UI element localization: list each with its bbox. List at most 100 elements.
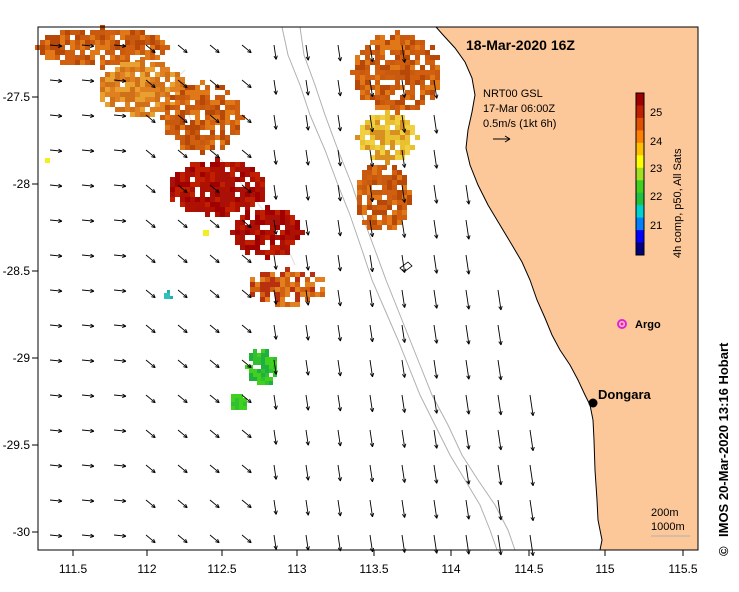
sst-pixel xyxy=(195,182,200,187)
sst-pixel xyxy=(410,35,415,40)
current-arrowhead xyxy=(337,302,343,307)
current-arrow xyxy=(177,324,188,334)
sst-pixel xyxy=(225,100,230,105)
sst-pixel xyxy=(80,50,85,55)
sst-pixel xyxy=(155,92,160,97)
sst-pixel xyxy=(387,220,392,225)
sst-pixel xyxy=(225,187,230,192)
current-arrow xyxy=(337,359,341,377)
current-arrowhead xyxy=(273,160,278,165)
sst-pixel xyxy=(275,282,280,287)
current-arrow xyxy=(49,44,62,47)
sst-pixel xyxy=(235,220,240,225)
colorbar-segment xyxy=(636,242,644,256)
sst-pixel xyxy=(400,75,405,80)
sst-pixel xyxy=(205,172,210,177)
sst-pixel xyxy=(269,365,273,369)
current-arrowhead xyxy=(247,363,252,369)
sst-pixel xyxy=(372,180,377,185)
current-arrow xyxy=(401,254,406,273)
sst-pixel xyxy=(230,197,235,202)
sst-pixel xyxy=(140,57,145,62)
sst-pixel xyxy=(205,197,210,202)
sst-pixel xyxy=(210,162,215,167)
sst-pixel xyxy=(380,150,385,155)
sst-pixel xyxy=(230,162,235,167)
sst-pixel xyxy=(120,30,125,35)
sst-pixel xyxy=(395,30,400,35)
sst-pixel xyxy=(220,100,225,105)
sst-pixel xyxy=(400,100,405,105)
current-arrowhead xyxy=(369,127,375,133)
sst-pixel xyxy=(410,130,415,135)
current-arrowhead xyxy=(215,118,220,124)
sst-pixel xyxy=(372,190,377,195)
current-arrowhead xyxy=(247,153,252,159)
sst-pixel xyxy=(400,105,405,110)
sst-pixel xyxy=(205,182,210,187)
sst-pixel xyxy=(370,85,375,90)
current-arrow xyxy=(209,219,220,229)
sst-pixel xyxy=(320,287,325,292)
sst-pixel xyxy=(185,90,190,95)
sst-pixel xyxy=(375,125,380,130)
sst-pixel xyxy=(235,162,240,167)
sst-pixel xyxy=(150,55,155,60)
sst-pixel xyxy=(240,202,245,207)
sst-pixel xyxy=(130,67,135,72)
sst-pixel xyxy=(140,92,145,97)
current-arrowhead xyxy=(498,446,503,451)
sst-pixel xyxy=(205,135,210,140)
sst-pixel xyxy=(395,130,400,135)
current-arrowhead xyxy=(369,162,375,168)
current-arrow xyxy=(529,394,534,416)
current-arrow xyxy=(241,534,252,544)
sst-pixel xyxy=(395,150,400,155)
sst-pixel xyxy=(205,167,210,172)
sst-pixel xyxy=(250,245,255,250)
current-arrowhead xyxy=(122,358,127,363)
current-arrowhead xyxy=(434,479,439,484)
current-arrow xyxy=(177,219,188,229)
sst-pixel xyxy=(140,82,145,87)
sst-pixel xyxy=(375,65,380,70)
sst-pixel xyxy=(375,135,380,140)
sst-pixel xyxy=(395,110,400,115)
sst-pixel xyxy=(185,100,190,105)
sst-pixel xyxy=(185,192,190,197)
sst-pixel xyxy=(130,62,135,67)
sst-pixel xyxy=(130,45,135,50)
sst-pixel xyxy=(270,250,275,255)
sst-pixel xyxy=(235,402,239,406)
current-arrow xyxy=(81,359,94,362)
sst-pixel xyxy=(402,180,407,185)
sst-pixel xyxy=(355,80,360,85)
sst-pixel xyxy=(190,202,195,207)
sst-pixel xyxy=(180,140,185,145)
sst-pixel xyxy=(40,50,45,55)
sst-pixel xyxy=(290,282,295,287)
current-arrow xyxy=(81,219,94,222)
sst-pixel xyxy=(243,406,247,410)
sst-pixel xyxy=(400,145,405,150)
current-arrowhead xyxy=(122,533,127,538)
current-arrowhead xyxy=(122,428,127,433)
sst-pixel xyxy=(390,100,395,105)
current-arrow xyxy=(305,44,309,61)
current-arrow xyxy=(465,534,470,555)
sst-pixel xyxy=(155,72,160,77)
current-arrowhead xyxy=(183,223,188,229)
sst-pixel xyxy=(235,240,240,245)
current-arrow xyxy=(305,184,309,201)
sst-pixel xyxy=(195,115,200,120)
sst-pixel xyxy=(175,100,180,105)
sst-pixel xyxy=(100,92,105,97)
current-arrowhead xyxy=(434,409,439,414)
current-arrow xyxy=(145,429,156,439)
sst-pixel xyxy=(250,282,255,287)
sst-pixel xyxy=(280,287,285,292)
current-arrow xyxy=(209,44,220,54)
sst-pixel xyxy=(405,40,410,45)
current-arrow xyxy=(401,324,406,343)
sst-pixel xyxy=(275,250,280,255)
